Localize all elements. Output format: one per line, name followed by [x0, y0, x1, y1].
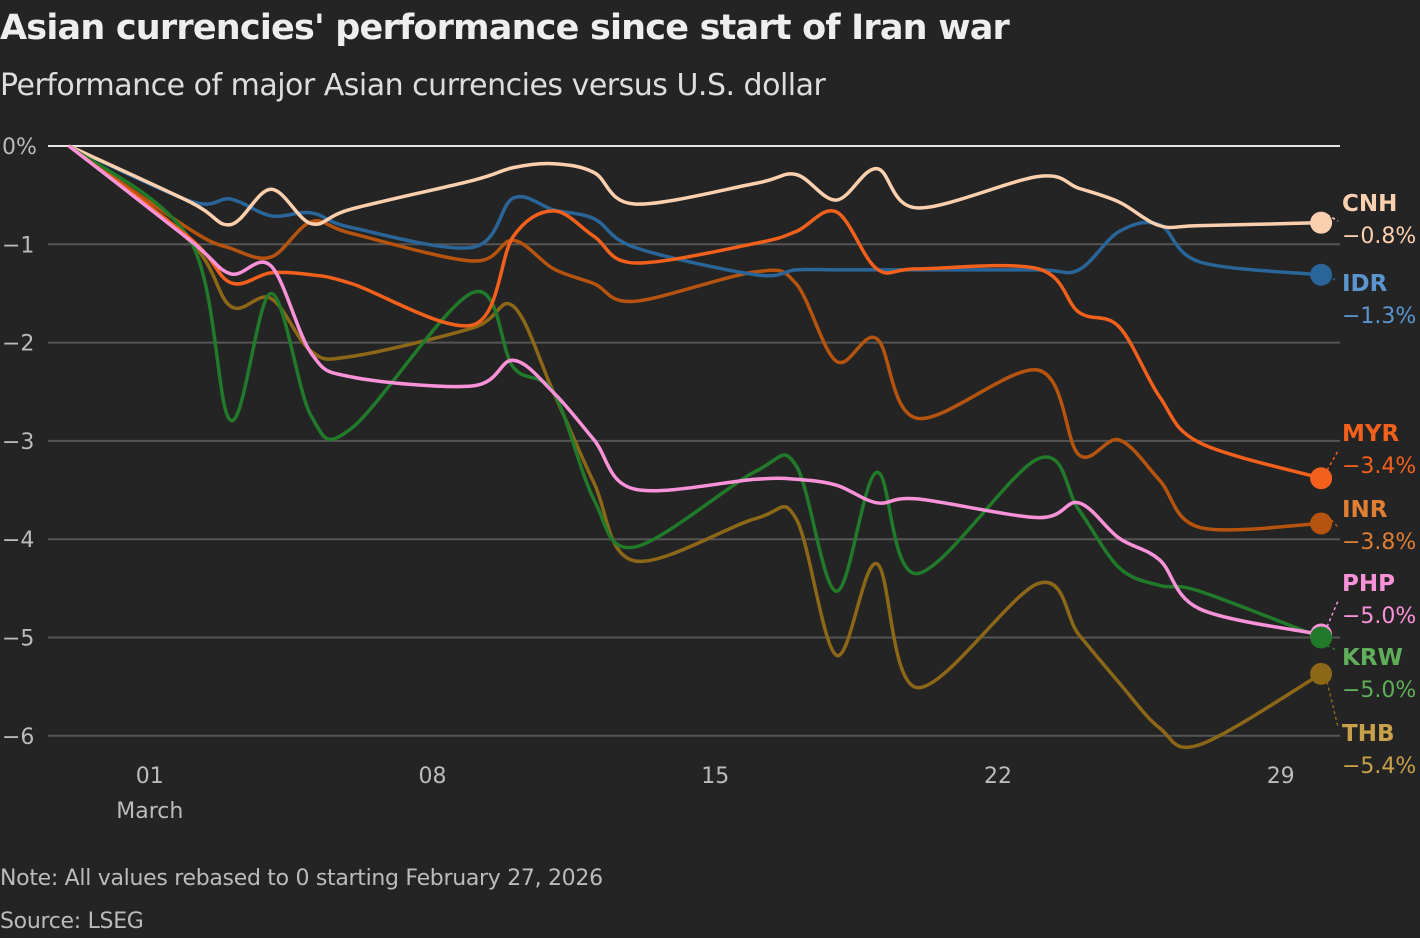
series-line-krw	[67, 144, 1322, 640]
x-tick-label: 29	[1267, 764, 1295, 789]
x-tick-sublabel: March	[116, 799, 183, 824]
series-label-idr: IDR	[1342, 271, 1388, 297]
series-value-php: −5.0%	[1342, 604, 1416, 629]
series-label-krw: KRW	[1342, 645, 1403, 671]
series-label-inr: INR	[1342, 497, 1388, 523]
x-tick-label: 08	[419, 764, 447, 789]
series-value-thb: −5.4%	[1342, 754, 1416, 779]
series-label-thb: THB	[1342, 721, 1394, 747]
chart-title: Asian currencies' performance since star…	[0, 8, 1010, 48]
x-tick-label: 22	[984, 764, 1012, 789]
leader-line	[1326, 644, 1339, 652]
y-tick-label: −2	[2, 332, 34, 357]
chart-source: Source: LSEG	[0, 909, 144, 934]
series-label-php: PHP	[1342, 571, 1395, 597]
series-line-myr	[67, 144, 1322, 480]
y-tick-label: −3	[2, 430, 34, 455]
end-dot-krw	[1310, 626, 1333, 649]
series-line-inr	[68, 144, 1322, 532]
end-dot-inr	[1310, 512, 1333, 535]
leader-line	[1326, 681, 1339, 728]
y-tick-label: −5	[2, 627, 34, 652]
end-dot-myr	[1310, 467, 1333, 490]
leader-line	[1326, 450, 1339, 471]
series-line-thb	[67, 144, 1322, 750]
x-tick-label: 15	[701, 764, 729, 789]
y-tick-label: 0%	[2, 135, 37, 160]
line-chart: 0% −1 −2 −3 −4 −5 −6 01 March 08 15 22 29 CNH −0.8% IDR…	[2, 135, 1416, 824]
end-dot-thb	[1310, 662, 1333, 685]
series-line-php	[67, 144, 1322, 637]
series-line-cnh	[68, 144, 1322, 230]
series-label-cnh: CNH	[1342, 191, 1397, 217]
y-tick-label: −6	[2, 725, 34, 750]
x-tick-label: 01	[136, 764, 164, 789]
end-dot-idr	[1310, 263, 1333, 286]
chart-note: Note: All values rebased to 0 starting F…	[0, 866, 603, 891]
y-tick-label: −1	[2, 233, 34, 258]
series-value-cnh: −0.8%	[1342, 224, 1416, 249]
leader-line	[1326, 600, 1339, 627]
series-value-krw: −5.0%	[1342, 678, 1416, 703]
chart-subtitle: Performance of major Asian currencies ve…	[0, 68, 826, 103]
series-label-myr: MYR	[1342, 421, 1400, 447]
end-dot-cnh	[1310, 211, 1333, 234]
y-tick-label: −4	[2, 528, 34, 553]
series-value-myr: −3.4%	[1342, 454, 1416, 479]
series-line-idr	[68, 144, 1322, 278]
series-value-inr: −3.8%	[1342, 530, 1416, 555]
series-value-idr: −1.3%	[1342, 304, 1416, 329]
